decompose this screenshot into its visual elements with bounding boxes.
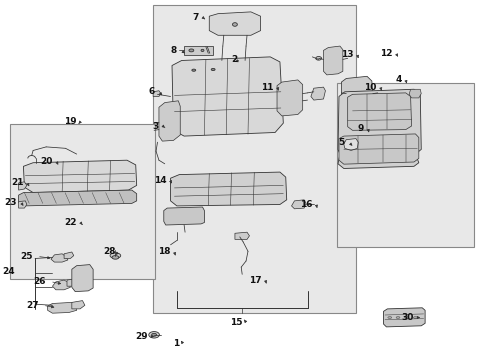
Text: 4: 4	[395, 76, 401, 85]
Ellipse shape	[232, 23, 237, 26]
Polygon shape	[72, 301, 85, 309]
Text: 9: 9	[357, 125, 364, 134]
Polygon shape	[159, 101, 180, 141]
Polygon shape	[23, 160, 137, 193]
Polygon shape	[343, 139, 358, 150]
Text: 20: 20	[40, 157, 52, 166]
Text: 27: 27	[26, 301, 39, 310]
Text: 3: 3	[152, 122, 159, 131]
Text: 25: 25	[20, 252, 33, 261]
Ellipse shape	[354, 123, 360, 127]
Polygon shape	[234, 232, 249, 239]
Polygon shape	[72, 265, 93, 292]
Text: 28: 28	[102, 247, 115, 256]
Text: 23: 23	[4, 198, 17, 207]
Polygon shape	[51, 254, 68, 262]
Polygon shape	[170, 177, 184, 186]
Polygon shape	[342, 113, 370, 136]
Ellipse shape	[395, 317, 399, 318]
Ellipse shape	[413, 317, 417, 318]
Ellipse shape	[211, 68, 215, 71]
Polygon shape	[323, 46, 342, 75]
Polygon shape	[347, 93, 411, 130]
Text: 15: 15	[229, 318, 242, 327]
Ellipse shape	[110, 253, 121, 258]
Text: 26: 26	[34, 277, 46, 286]
Ellipse shape	[404, 317, 408, 318]
Polygon shape	[47, 302, 77, 313]
Bar	[336, 83, 473, 247]
Polygon shape	[338, 134, 418, 164]
Text: 17: 17	[248, 276, 261, 285]
Bar	[184, 46, 213, 55]
Text: 22: 22	[64, 218, 77, 227]
Ellipse shape	[148, 332, 159, 338]
Polygon shape	[67, 279, 77, 286]
Text: 21: 21	[11, 179, 23, 188]
Text: 12: 12	[379, 49, 391, 58]
Polygon shape	[277, 80, 302, 116]
Text: 30: 30	[401, 313, 413, 322]
Text: 13: 13	[340, 50, 353, 59]
Ellipse shape	[188, 49, 193, 52]
Polygon shape	[19, 201, 27, 208]
Ellipse shape	[191, 69, 195, 71]
Text: 18: 18	[158, 248, 170, 256]
Text: 7: 7	[192, 13, 198, 22]
Text: 16: 16	[299, 200, 312, 209]
Polygon shape	[341, 76, 372, 112]
Polygon shape	[291, 200, 305, 209]
Polygon shape	[337, 89, 420, 168]
Text: 19: 19	[64, 117, 77, 126]
Text: 1: 1	[173, 339, 179, 348]
Polygon shape	[163, 207, 204, 225]
Polygon shape	[408, 89, 420, 98]
Text: 11: 11	[261, 83, 273, 92]
Polygon shape	[170, 172, 286, 206]
Polygon shape	[64, 252, 74, 258]
Polygon shape	[19, 190, 137, 206]
Polygon shape	[19, 182, 27, 190]
Polygon shape	[383, 308, 424, 327]
Bar	[10, 124, 155, 279]
Text: 14: 14	[153, 176, 166, 185]
Text: 10: 10	[364, 83, 376, 92]
Polygon shape	[153, 91, 161, 96]
Polygon shape	[209, 12, 260, 35]
Ellipse shape	[151, 333, 156, 336]
Text: 29: 29	[135, 332, 147, 341]
Polygon shape	[52, 280, 70, 290]
Bar	[152, 5, 355, 313]
Ellipse shape	[354, 93, 360, 96]
Ellipse shape	[315, 57, 321, 60]
Polygon shape	[310, 87, 325, 100]
Ellipse shape	[112, 256, 119, 259]
Ellipse shape	[387, 317, 391, 318]
Polygon shape	[172, 57, 283, 136]
Text: 8: 8	[170, 46, 177, 55]
Text: 5: 5	[338, 138, 344, 147]
Text: 24: 24	[2, 267, 15, 276]
Ellipse shape	[201, 49, 203, 51]
Text: 2: 2	[231, 55, 237, 64]
Text: 6: 6	[148, 87, 155, 96]
